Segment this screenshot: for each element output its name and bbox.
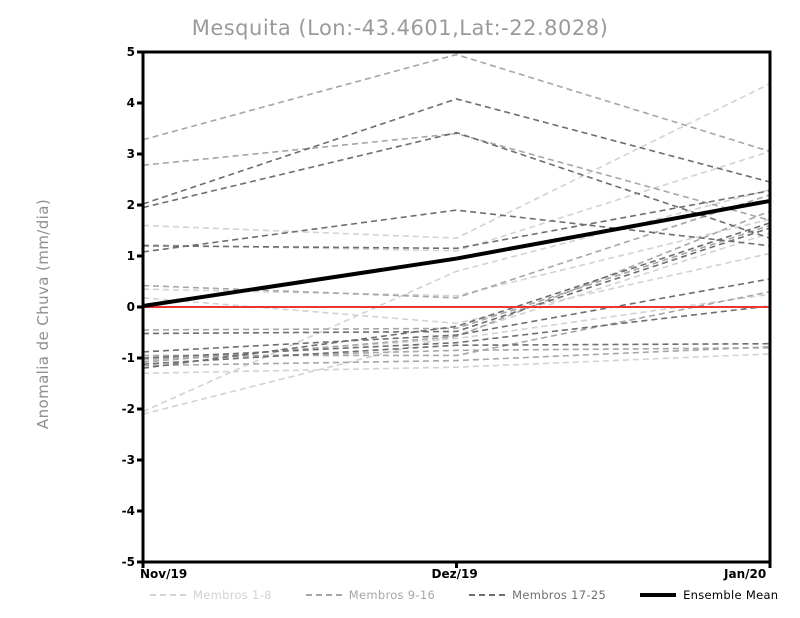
- member-line: [142, 98, 771, 205]
- legend-item: Membros 1-8: [150, 588, 272, 602]
- x-tick-label: Nov/19: [140, 567, 188, 581]
- legend-swatch: [469, 594, 506, 596]
- member-line: [142, 82, 771, 239]
- chart-title: Mesquita (Lon:-43.4601,Lat:-22.8028): [191, 16, 609, 40]
- member-line: [142, 222, 771, 369]
- member-line: [142, 345, 771, 367]
- member-line: [142, 188, 771, 413]
- legend-label: Membros 9-16: [348, 588, 436, 602]
- member-line: [142, 150, 771, 252]
- member-line: [142, 132, 771, 222]
- y-tick-label: -1: [121, 351, 135, 365]
- member-line: [142, 131, 771, 239]
- axis-ticks: [137, 50, 772, 568]
- y-tick-label: 0: [126, 300, 135, 314]
- member-line: [142, 227, 771, 335]
- legend-label: Ensemble Mean: [683, 588, 779, 602]
- member-line: [142, 353, 771, 375]
- member-line: [142, 278, 771, 353]
- y-tick-label: -4: [121, 504, 135, 518]
- legend-swatch: [150, 594, 186, 596]
- legend-swatch: [640, 593, 677, 597]
- member-line: [142, 210, 771, 363]
- legend-label: Membros 17-25: [512, 588, 607, 602]
- series-layer: [142, 53, 771, 415]
- member-line: [142, 342, 771, 365]
- legend-item: Membros 9-16: [305, 588, 436, 602]
- ensemble-mean-layer: [142, 198, 771, 308]
- x-tick-label: Dez/19: [431, 567, 478, 581]
- legend-item: Ensemble Mean: [640, 588, 778, 602]
- y-tick-label: 5: [126, 45, 135, 59]
- member-line: [142, 224, 771, 331]
- y-tick-label: 2: [126, 198, 135, 212]
- y-tick-label: -5: [121, 555, 135, 569]
- y-tick-label: -2: [121, 402, 135, 416]
- member-line: [142, 347, 771, 360]
- legend-item: Membros 17-25: [469, 588, 606, 602]
- member-line: [142, 209, 771, 253]
- member-line: [142, 53, 771, 153]
- ensemble-mean-line: [142, 198, 771, 308]
- legend-swatch: [305, 594, 342, 596]
- y-tick-label: 3: [126, 147, 135, 161]
- member-line: [142, 305, 771, 359]
- x-tick-label: Jan/20: [724, 567, 767, 581]
- y-tick-label: 1: [126, 249, 135, 263]
- y-tick-label: 4: [126, 96, 135, 110]
- legend-label: Membros 1-8: [193, 588, 272, 602]
- member-line: [142, 189, 771, 250]
- y-tick-label: -3: [121, 453, 135, 467]
- chart-legend: Membros 1-8 Membros 9-16 Membros 17-25 Ense…: [150, 586, 778, 604]
